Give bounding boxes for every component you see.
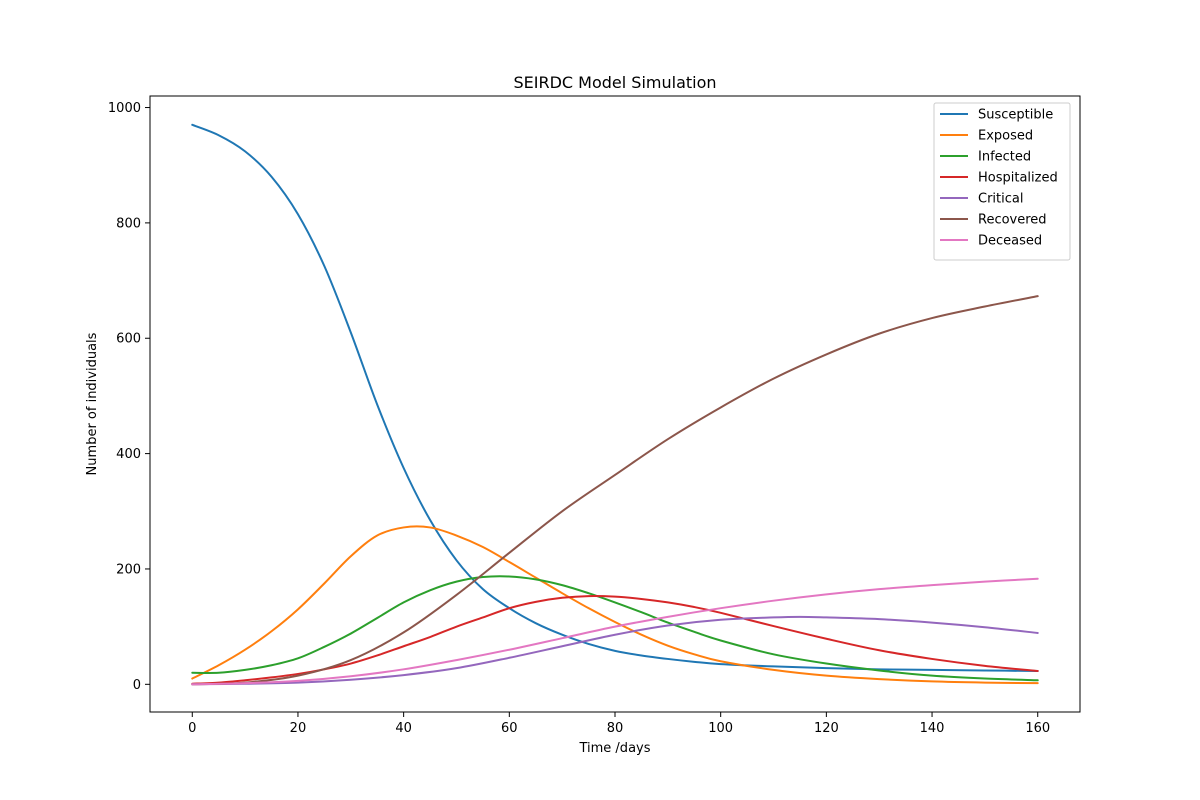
chart-title: SEIRDC Model Simulation [513,73,716,92]
x-tick-label: 160 [1025,721,1050,736]
series-line-recovered [191,295,1039,686]
series-line-exposed [191,525,1039,685]
y-tick-label: 1000 [108,101,141,116]
legend-label-deceased: Deceased [978,234,1042,249]
legend-box [933,102,1071,261]
legend-label-critical: Critical [978,192,1023,207]
x-tick-label: 140 [920,721,945,736]
y-axis: 0 200 400 600 800 1000 [108,101,150,693]
x-axis: 0 20 40 60 80 100 120 140 160 [188,712,1050,736]
y-axis-label: Number of individuals [85,332,100,475]
x-tick-label: 0 [188,721,196,736]
legend-label-exposed: Exposed [978,129,1033,144]
legend-label-susceptible: Susceptible [978,108,1053,123]
y-tick-label: 800 [116,216,141,231]
series-line-susceptible [191,123,1039,673]
legend-label-recovered: Recovered [978,213,1047,228]
series-line-critical [191,615,1039,686]
series-line-deceased [191,577,1039,686]
series-layer [191,123,1039,686]
y-tick-label: 600 [116,332,141,347]
y-tick-label: 200 [116,562,141,577]
legend-label-infected: Infected [978,150,1031,165]
x-tick-label: 60 [501,721,518,736]
x-tick-label: 100 [708,721,733,736]
x-tick-label: 40 [395,721,412,736]
x-tick-label: 80 [607,721,624,736]
series-line-infected [191,575,1039,682]
y-tick-label: 400 [116,447,141,462]
series-line-hospitalized [191,595,1039,685]
legend: Susceptible Exposed Infected Hospitalized Cr… [933,102,1071,261]
x-tick-label: 20 [290,721,307,736]
legend-label-hospitalized: Hospitalized [978,171,1058,186]
x-tick-label: 120 [814,721,839,736]
y-tick-label: 0 [133,678,141,693]
x-axis-label: Time /days [578,741,650,756]
